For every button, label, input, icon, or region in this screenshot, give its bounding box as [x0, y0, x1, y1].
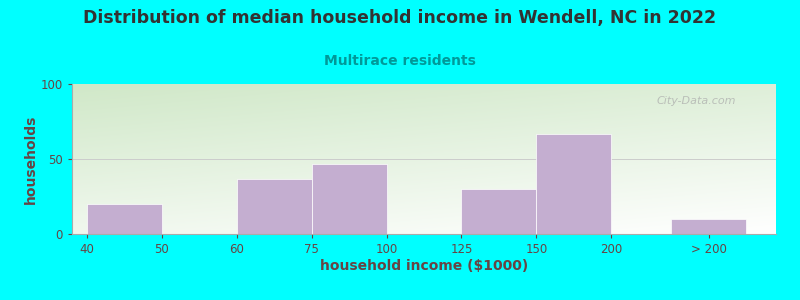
Bar: [312, 164, 386, 234]
Text: Multirace residents: Multirace residents: [324, 54, 476, 68]
Bar: [462, 189, 536, 234]
Bar: [536, 134, 611, 234]
Bar: [237, 178, 312, 234]
X-axis label: household income ($1000): household income ($1000): [320, 259, 528, 273]
Text: Distribution of median household income in Wendell, NC in 2022: Distribution of median household income …: [83, 9, 717, 27]
Bar: [87, 204, 162, 234]
Y-axis label: households: households: [24, 114, 38, 204]
Text: City-Data.com: City-Data.com: [656, 96, 736, 106]
Bar: [671, 219, 746, 234]
